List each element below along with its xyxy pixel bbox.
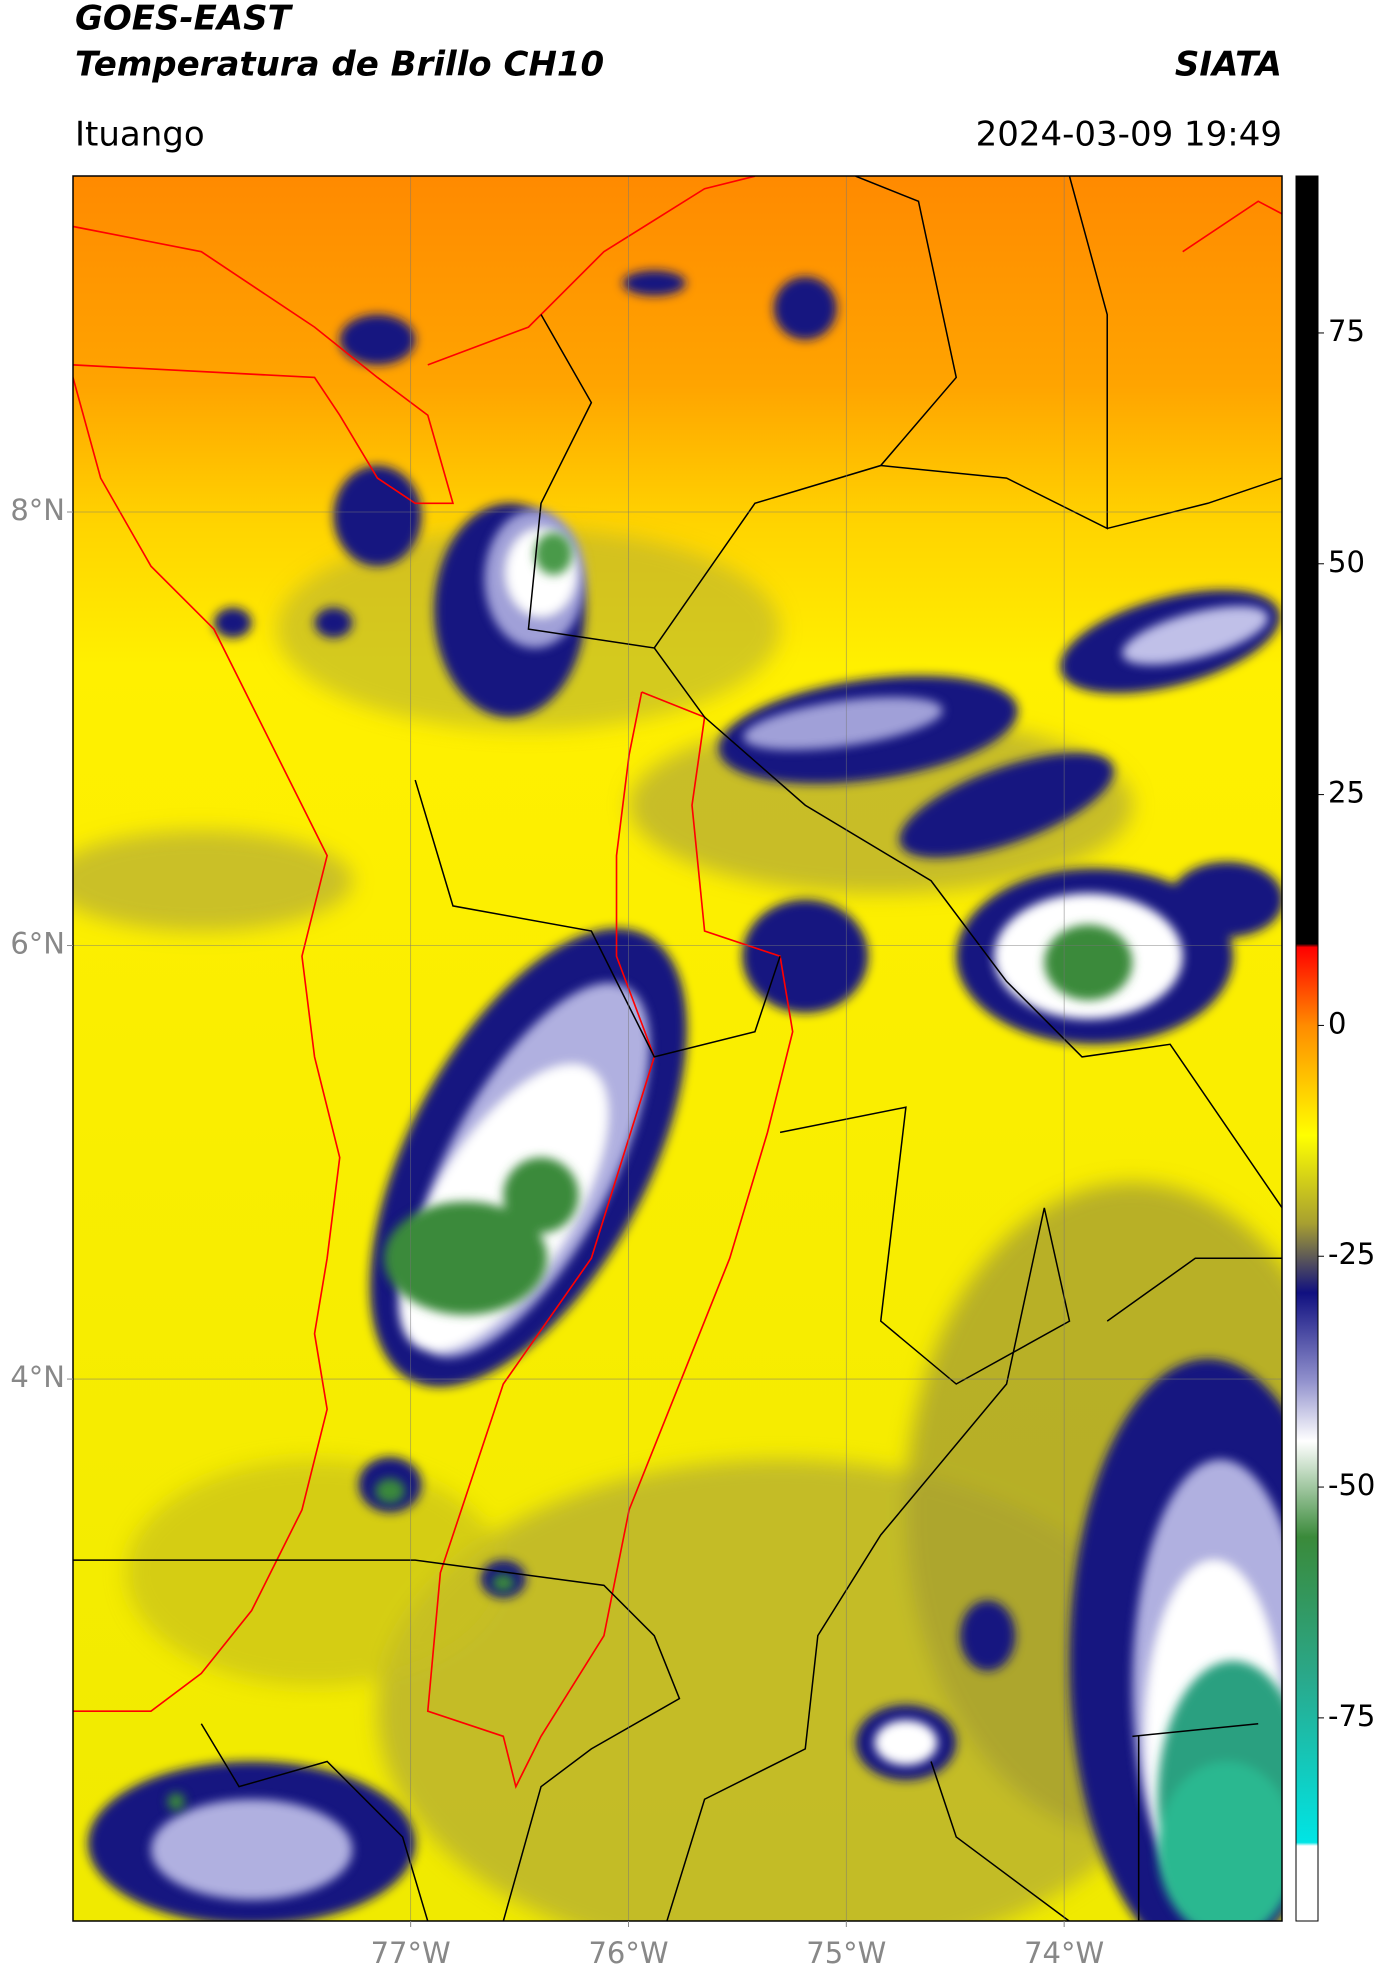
product: Temperatura de Brillo CH10 xyxy=(75,45,604,85)
y-tick-label: 6°N xyxy=(10,927,65,961)
grid xyxy=(73,176,1282,1921)
satellite: GOES-EAST xyxy=(75,0,294,39)
agency: SIATA xyxy=(1175,45,1282,85)
colorbar-tick-label: 75 xyxy=(1328,314,1365,348)
colorbar xyxy=(1295,175,1319,1922)
map-frame xyxy=(72,175,1283,1922)
x-tick-label: 75°W xyxy=(806,1936,886,1970)
y-tick-label: 8°N xyxy=(10,493,65,527)
colorbar-tick-label: -50 xyxy=(1328,1468,1375,1502)
satellite-image xyxy=(73,176,1282,1921)
colorbar-tick-label: -75 xyxy=(1328,1699,1375,1733)
colorbar-tick-label: 25 xyxy=(1328,776,1365,810)
colorbar-tick-label: 50 xyxy=(1328,545,1365,579)
y-tick-label: 4°N xyxy=(10,1360,65,1394)
x-tick-label: 74°W xyxy=(1024,1936,1104,1970)
location: Ituango xyxy=(75,115,205,155)
x-tick-label: 76°W xyxy=(588,1936,668,1970)
x-tick-label: 77°W xyxy=(371,1936,451,1970)
colorbar-tick-label: -25 xyxy=(1328,1237,1375,1271)
timestamp: 2024-03-09 19:49 xyxy=(976,115,1282,155)
colorbar-tick-label: 0 xyxy=(1328,1006,1346,1040)
